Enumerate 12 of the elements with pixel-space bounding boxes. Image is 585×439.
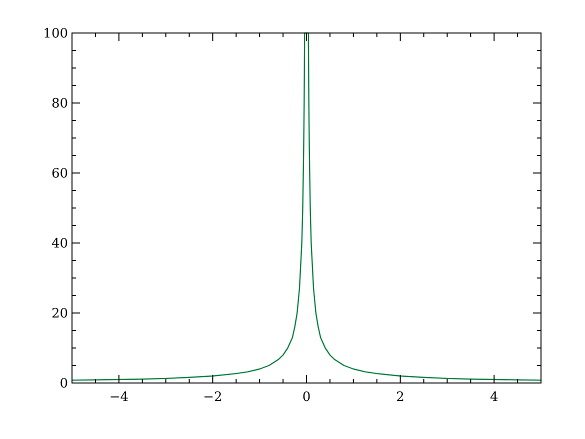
y-tick-label: 100 (43, 26, 68, 42)
x-tick-label: −4 (109, 390, 128, 405)
x-tick-label: 2 (396, 390, 404, 405)
line-series (71, 32, 542, 381)
y-tick-label: 20 (51, 306, 68, 322)
y-tick-label: 60 (51, 166, 68, 182)
y-tick-label: 0 (60, 376, 68, 392)
x-tick-label: −2 (203, 390, 222, 405)
x-tick-label: 4 (490, 390, 498, 405)
y-tick-label: 40 (51, 236, 68, 252)
x-tick-label: 0 (302, 390, 311, 405)
y-tick-label: 80 (51, 96, 68, 112)
